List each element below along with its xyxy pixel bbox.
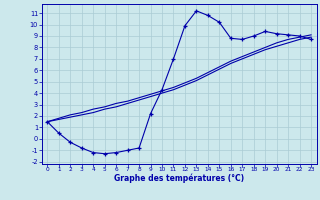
X-axis label: Graphe des températures (°C): Graphe des températures (°C) — [114, 174, 244, 183]
